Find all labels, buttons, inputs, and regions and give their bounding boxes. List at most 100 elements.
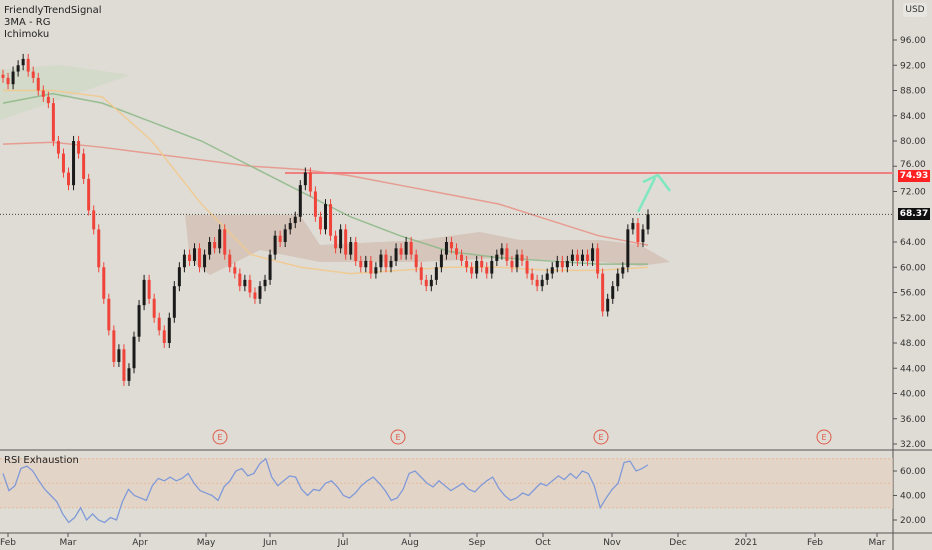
rsi-line	[2, 457, 649, 524]
candle	[545, 268, 549, 285]
candle-body	[318, 216, 322, 230]
price-tick-label: 48.00	[900, 339, 926, 349]
candle-body	[515, 254, 519, 268]
candle-body	[505, 248, 509, 261]
candle-body	[16, 65, 20, 72]
candle	[31, 66, 35, 83]
candle	[374, 262, 378, 279]
candle	[87, 173, 91, 216]
legend-3ma[interactable]: 3MA - RG	[4, 17, 51, 28]
candle	[439, 249, 443, 273]
price-tick-label: 72.00	[900, 188, 926, 198]
candle	[384, 249, 388, 273]
candle-body	[389, 260, 393, 268]
candle-body	[434, 267, 438, 280]
price-tick-label: 92.00	[900, 61, 926, 71]
candle	[192, 243, 196, 266]
candle	[198, 243, 202, 273]
candle-body	[611, 286, 615, 299]
candle-body	[545, 273, 549, 280]
candle-body	[470, 267, 474, 274]
earnings-marker[interactable]: E	[390, 429, 406, 445]
candle-body	[580, 254, 584, 261]
candle-body	[500, 248, 504, 255]
candle-body	[429, 279, 433, 287]
candle	[611, 281, 615, 304]
earnings-circle	[212, 429, 228, 445]
earnings-marker[interactable]: E	[816, 429, 832, 445]
earnings-marker[interactable]: E	[593, 429, 609, 445]
candle	[6, 72, 10, 90]
candle-body	[374, 267, 378, 274]
candle-body	[6, 77, 10, 85]
time-tick-label: 2021	[735, 538, 758, 548]
candle	[258, 281, 262, 304]
legend-ichimoku[interactable]: Ichimoku	[4, 29, 50, 40]
rsi-legend[interactable]: RSI Exhaustion	[4, 455, 79, 466]
candle	[278, 230, 282, 248]
candle-body	[61, 153, 65, 173]
candle	[586, 249, 590, 266]
candle	[570, 249, 574, 266]
candle	[36, 72, 40, 96]
candle	[172, 281, 176, 323]
candle-body	[283, 229, 287, 242]
candle-body	[1, 74, 5, 78]
price-tick-label: 44.00	[900, 364, 926, 374]
earnings-marker[interactable]: E	[212, 429, 228, 445]
candle-body	[455, 248, 459, 255]
candle	[56, 135, 60, 159]
currency-label[interactable]: USD	[903, 3, 927, 17]
candle	[21, 53, 25, 71]
time-tick-label: Oct	[535, 538, 551, 548]
candle-body	[626, 229, 630, 268]
candle	[540, 274, 544, 292]
candle	[122, 344, 126, 386]
candle	[424, 274, 428, 292]
candle	[182, 249, 186, 273]
candle	[107, 293, 111, 336]
candle-body	[233, 267, 237, 274]
candle-body	[369, 260, 373, 274]
candle-body	[601, 273, 605, 312]
candle-body	[67, 172, 71, 186]
candle	[273, 230, 277, 260]
candle-body	[334, 235, 338, 249]
candle-body	[117, 349, 121, 362]
candle	[162, 325, 166, 349]
candle-body	[646, 214, 650, 230]
earnings-label: E	[217, 433, 222, 442]
price-tick-label: 80.00	[900, 137, 926, 147]
candle-body	[329, 204, 333, 236]
time-tick-label: May	[197, 538, 216, 548]
candle	[616, 268, 620, 292]
candle-body	[198, 248, 202, 268]
candle-body	[359, 260, 363, 268]
legend-friendly-trend-signal[interactable]: FriendlyTrendSignal	[4, 5, 102, 16]
candle	[404, 236, 408, 260]
candle	[444, 236, 448, 260]
candle-body	[31, 71, 35, 78]
candle-body	[288, 223, 292, 230]
candle-body	[621, 267, 625, 274]
candle	[157, 312, 161, 336]
candle	[646, 209, 650, 235]
candle-body	[379, 254, 383, 268]
candle	[621, 262, 625, 279]
candle	[132, 331, 136, 374]
candle	[263, 274, 267, 292]
candle-body	[616, 273, 620, 287]
candle-body	[56, 141, 60, 154]
candle-body	[11, 71, 15, 85]
candle	[500, 243, 504, 260]
time-tick-label: Feb	[0, 538, 16, 548]
candle	[11, 66, 15, 90]
candle-body	[167, 317, 171, 343]
price-tick-label: 60.00	[900, 263, 926, 273]
candle-body	[187, 254, 191, 261]
candle-body	[586, 254, 590, 261]
candle-body	[298, 185, 302, 217]
candle-body	[142, 279, 146, 306]
candle	[213, 236, 217, 254]
